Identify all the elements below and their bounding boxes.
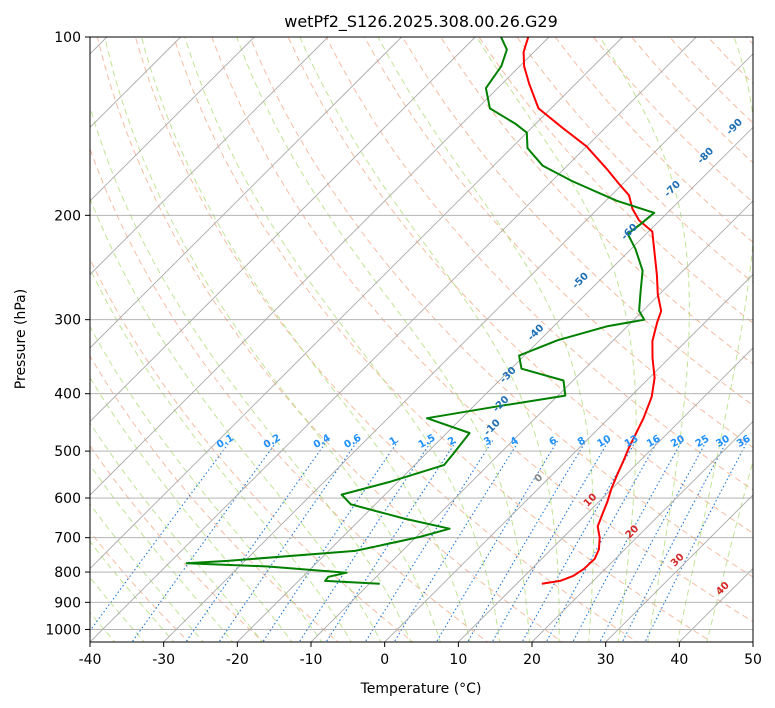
mixing-ratio-label: 3 [482,435,494,448]
x-tick-label: 20 [523,652,541,668]
mixing-ratio-line [298,440,433,642]
x-tick-label: 50 [744,652,762,668]
isotherm-line [90,37,697,642]
isotherm-line [605,494,753,642]
isotherm-line [163,53,753,642]
x-tick-label: 0 [380,652,389,668]
y-tick-label: 700 [54,531,81,547]
y-tick-label: 300 [54,313,81,329]
dry-adiabat [402,37,753,406]
isotherm-line [531,420,753,642]
mixing-ratio-line [393,440,520,642]
y-tick-label: 1000 [45,622,81,638]
dry-adiabat [325,37,753,491]
mixing-ratio-label: 8 [576,435,588,448]
isotherm-line [458,347,753,642]
mixing-ratio-label: 2 [446,435,458,448]
isotherm-line [90,37,402,349]
dry-adiabat [249,37,753,578]
isotherm-line [384,273,753,642]
isotherm-line [310,200,753,642]
moist-adiabat [90,105,412,642]
mixing-ratio-label: 4 [509,435,521,448]
mixing-ratio-line [521,440,637,642]
temperature-profile [522,37,663,585]
y-tick-label: 100 [54,30,81,46]
background-lines [90,37,753,642]
dewpoint-profile [185,37,656,585]
axis-ticks: -40 -30 -20 -10 0 10 20 30 40 50 1000 900 800 700 600 5… [45,30,762,668]
moist-adiabat [90,197,382,642]
x-tick-label: -20 [226,652,249,668]
y-tick-label: 800 [54,565,81,581]
dry-adiabat [287,37,753,534]
dry-adiabat [363,37,753,448]
chart-title: wetPf2_S126.2025.308.00.26.G29 [284,12,558,32]
dry-adiabat [90,258,414,642]
y-tick-label: 900 [54,595,81,611]
x-tick-label: 40 [670,652,688,668]
isotherm-line [90,37,255,202]
mixing-ratio-line [621,440,728,642]
plot-frame [89,36,754,643]
x-tick-label: 30 [597,652,615,668]
sounding-series [185,37,663,585]
mixing-ratio-line [435,440,559,642]
mixing-ratio-label: 6 [547,435,559,448]
isotherm-line [90,37,550,496]
x-tick-label: -30 [152,652,175,668]
mixing-ratio-line [545,440,659,642]
x-axis-label: Temperature (°C) [360,681,482,697]
isotherm-line [90,37,623,570]
y-tick-label: 400 [54,387,81,403]
y-axis-label: Pressure (hPa) [13,289,29,389]
isotherm-line [90,37,476,423]
mixing-ratio-label: 1 [388,435,400,448]
isotherm-line [90,37,329,276]
isotherm-line [237,126,753,642]
y-tick-label: 600 [54,491,81,507]
x-tick-label: -40 [79,652,102,668]
mixing-ratio-line [572,440,683,642]
y-tick-label: 500 [54,444,81,460]
mixing-ratio-line [185,440,328,642]
mixing-ratio-line [325,440,458,642]
mixing-ratio-line [364,440,494,642]
dry-adiabat [478,37,753,324]
dry-adiabat [440,37,753,365]
y-tick-label: 200 [54,208,81,224]
mixing-ratio-line [599,440,708,642]
x-tick-label: 10 [449,652,467,668]
x-tick-label: -10 [300,652,323,668]
mixing-ratio-line [491,440,610,642]
